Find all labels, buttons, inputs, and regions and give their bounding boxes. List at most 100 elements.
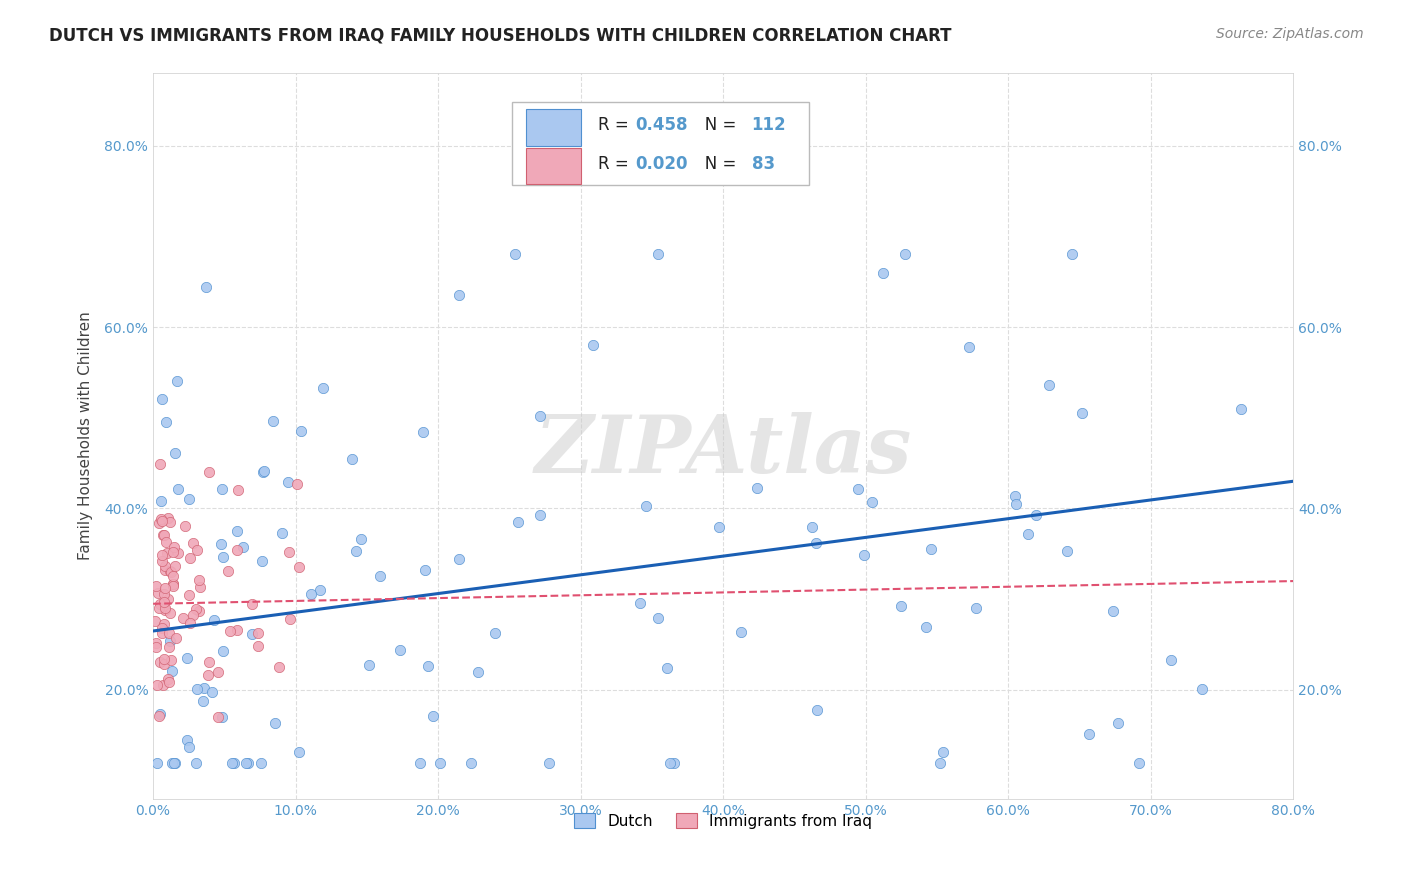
Point bbox=[163, 558, 186, 573]
Point bbox=[159, 515, 181, 529]
Point bbox=[1038, 377, 1060, 392]
Point bbox=[226, 623, 249, 637]
Point bbox=[422, 709, 444, 723]
Point bbox=[146, 678, 169, 692]
Point bbox=[176, 732, 198, 747]
Y-axis label: Family Households with Children: Family Households with Children bbox=[79, 311, 93, 560]
Point bbox=[505, 247, 527, 261]
Point bbox=[209, 536, 232, 550]
Point bbox=[165, 631, 187, 645]
Point bbox=[159, 652, 181, 666]
Point bbox=[1191, 682, 1213, 697]
Point bbox=[146, 756, 169, 770]
Point bbox=[177, 491, 200, 506]
Point bbox=[179, 551, 201, 566]
Point bbox=[162, 579, 184, 593]
Point bbox=[1056, 544, 1078, 558]
Point bbox=[162, 569, 184, 583]
Point bbox=[150, 621, 173, 635]
Point bbox=[155, 546, 177, 560]
Point bbox=[163, 446, 186, 460]
Point bbox=[309, 582, 332, 597]
Point bbox=[932, 746, 955, 760]
Point bbox=[149, 597, 172, 611]
Text: R =: R = bbox=[598, 116, 634, 135]
Point bbox=[1128, 756, 1150, 770]
Point bbox=[957, 340, 980, 354]
Point bbox=[202, 614, 225, 628]
Text: 112: 112 bbox=[752, 116, 786, 135]
Point bbox=[247, 626, 270, 640]
Point bbox=[1071, 406, 1094, 420]
Point bbox=[1025, 508, 1047, 522]
FancyBboxPatch shape bbox=[526, 148, 581, 184]
Point bbox=[153, 657, 176, 671]
Point bbox=[1107, 715, 1129, 730]
Point bbox=[271, 526, 294, 541]
Point bbox=[184, 756, 207, 770]
Point bbox=[344, 543, 367, 558]
Point bbox=[290, 424, 312, 438]
Point bbox=[508, 515, 530, 529]
Point bbox=[145, 636, 167, 650]
Point bbox=[145, 579, 167, 593]
Point bbox=[250, 554, 273, 568]
Point bbox=[965, 601, 987, 615]
Point bbox=[860, 494, 883, 508]
Point bbox=[211, 710, 233, 724]
Point bbox=[149, 706, 172, 721]
Point bbox=[149, 457, 172, 471]
Point bbox=[155, 558, 177, 573]
Point bbox=[634, 499, 657, 513]
Point bbox=[152, 678, 174, 692]
Point bbox=[211, 482, 233, 496]
Point bbox=[156, 672, 179, 686]
Point bbox=[247, 639, 270, 653]
Point bbox=[915, 620, 938, 634]
Point bbox=[429, 756, 451, 770]
Point bbox=[253, 464, 276, 478]
Point bbox=[155, 601, 177, 615]
Point bbox=[152, 652, 174, 666]
Point bbox=[804, 535, 827, 549]
Point bbox=[159, 565, 181, 579]
Point bbox=[179, 588, 201, 602]
Point bbox=[894, 247, 917, 261]
Point bbox=[647, 247, 669, 261]
Point bbox=[1004, 489, 1026, 503]
Point bbox=[232, 540, 254, 554]
Point bbox=[277, 475, 299, 490]
Point bbox=[1160, 652, 1182, 666]
Point bbox=[162, 577, 184, 591]
Point bbox=[194, 280, 217, 294]
Point bbox=[150, 625, 173, 640]
Point bbox=[1102, 604, 1125, 618]
Text: 83: 83 bbox=[752, 155, 775, 173]
Point bbox=[529, 409, 551, 423]
Point bbox=[172, 611, 194, 625]
Point bbox=[174, 519, 197, 533]
Point bbox=[193, 681, 215, 695]
Point bbox=[197, 655, 219, 669]
Point bbox=[221, 756, 243, 770]
Point bbox=[800, 519, 823, 533]
Point bbox=[149, 655, 172, 669]
Point bbox=[181, 535, 204, 549]
Point bbox=[659, 756, 682, 770]
Point bbox=[1077, 727, 1099, 741]
Point bbox=[148, 516, 170, 530]
Point bbox=[628, 596, 651, 610]
Point bbox=[242, 597, 264, 611]
Point bbox=[529, 508, 551, 523]
Point bbox=[188, 580, 211, 594]
Point bbox=[413, 563, 436, 577]
Point bbox=[217, 565, 239, 579]
Point bbox=[349, 532, 371, 546]
Point bbox=[872, 266, 894, 280]
Point bbox=[157, 511, 180, 525]
Point bbox=[299, 587, 322, 601]
Point bbox=[143, 614, 166, 628]
Point bbox=[155, 415, 177, 429]
Point bbox=[846, 482, 869, 496]
Point bbox=[145, 640, 167, 654]
